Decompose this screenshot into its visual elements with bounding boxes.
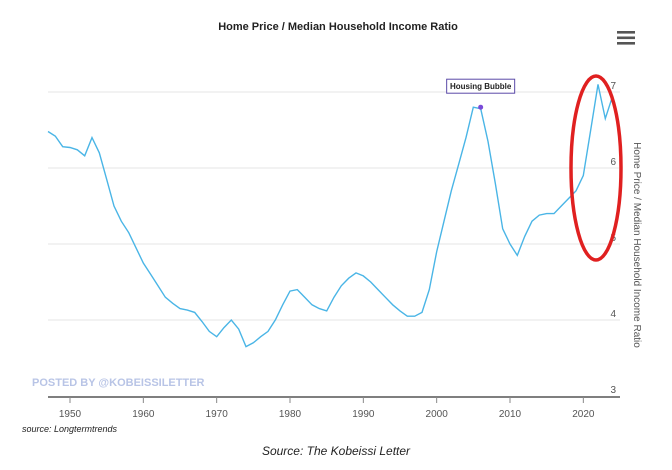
grid-lines bbox=[48, 91, 620, 321]
x-tick-label: 1980 bbox=[279, 409, 302, 420]
x-tick-label: 1950 bbox=[59, 409, 82, 420]
x-tick-label: 2010 bbox=[499, 409, 522, 420]
y-axis-label: Home Price / Median Household Income Rat… bbox=[631, 142, 642, 348]
annotation-label: Housing Bubble bbox=[450, 82, 512, 91]
x-tick-label: 2000 bbox=[426, 409, 449, 420]
annotation-marker bbox=[478, 104, 484, 110]
x-tick-label: 1990 bbox=[352, 409, 375, 420]
x-tick-label: 2020 bbox=[572, 409, 595, 420]
y-tick-label: 6 bbox=[610, 157, 616, 168]
x-tick-label: 1960 bbox=[132, 409, 155, 420]
series-line-home-price-income-ratio bbox=[47, 84, 614, 348]
y-tick-label: 4 bbox=[610, 309, 616, 320]
watermark-text: POSTED BY @KOBEISSILETTER bbox=[32, 377, 205, 389]
highlight-ellipse bbox=[569, 74, 623, 262]
chart-title: Home Price / Median Household Income Rat… bbox=[218, 21, 458, 33]
x-axis-ticks: 1950 1960 1970 1980 1990 2000 2010 2020 bbox=[59, 397, 595, 420]
data-source-label: source: Longtermtrends bbox=[22, 424, 118, 434]
y-tick-label: 3 bbox=[610, 385, 616, 396]
hamburger-menu-icon[interactable] bbox=[617, 31, 635, 45]
source-caption: Source: The Kobeissi Letter bbox=[261, 444, 411, 458]
y-tick-label: 7 bbox=[610, 81, 616, 92]
annotation-box bbox=[446, 78, 516, 94]
x-tick-label: 1970 bbox=[206, 409, 229, 420]
annotation-housing-bubble: Housing Bubble bbox=[446, 78, 516, 110]
